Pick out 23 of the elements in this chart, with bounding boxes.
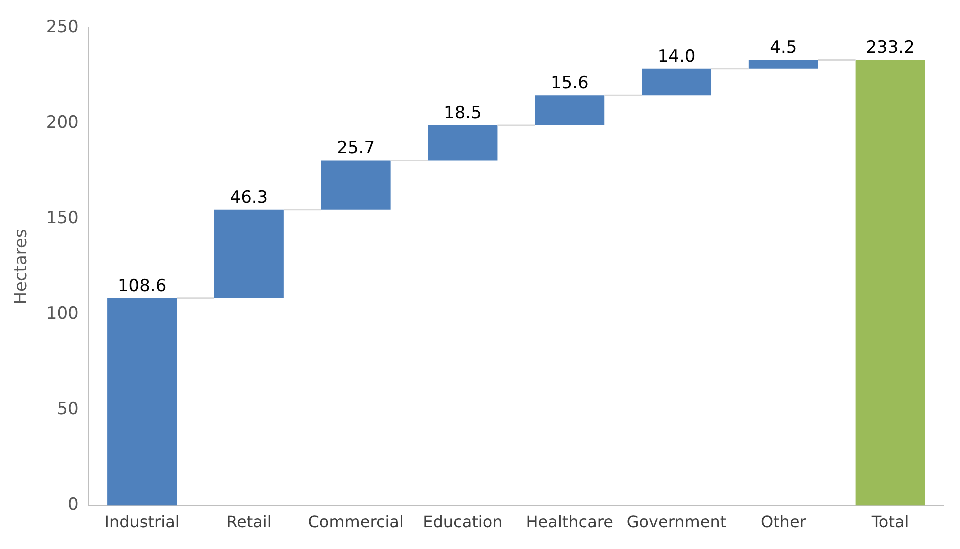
- data-label: 15.6: [550, 74, 589, 94]
- x-tick-label: Total: [870, 512, 910, 532]
- y-tick-label: 200: [46, 113, 79, 134]
- data-label: 46.3: [230, 188, 268, 208]
- x-tick-label: Healthcare: [526, 512, 614, 532]
- x-tick-label: Education: [423, 512, 503, 532]
- y-tick-label: 50: [57, 400, 79, 420]
- x-tick-label: Retail: [226, 512, 272, 532]
- data-label: 108.6: [118, 276, 167, 296]
- y-tick-label: 150: [46, 208, 79, 229]
- data-label: 18.5: [444, 103, 482, 124]
- y-tick-label: 100: [46, 304, 79, 324]
- data-label: 233.2: [866, 38, 915, 58]
- x-tick-label: Other: [760, 512, 807, 532]
- x-tick-label: Industrial: [104, 512, 180, 532]
- y-tick-label: 250: [46, 18, 79, 38]
- data-label: 14.0: [658, 46, 696, 67]
- x-tick-label: Government: [626, 512, 727, 532]
- y-tick-label: 0: [68, 495, 79, 516]
- data-label: 25.7: [337, 138, 376, 159]
- x-tick-label: Commercial: [308, 512, 404, 532]
- data-label: 4.5: [770, 38, 798, 58]
- y-axis-title: Hectares: [12, 229, 32, 305]
